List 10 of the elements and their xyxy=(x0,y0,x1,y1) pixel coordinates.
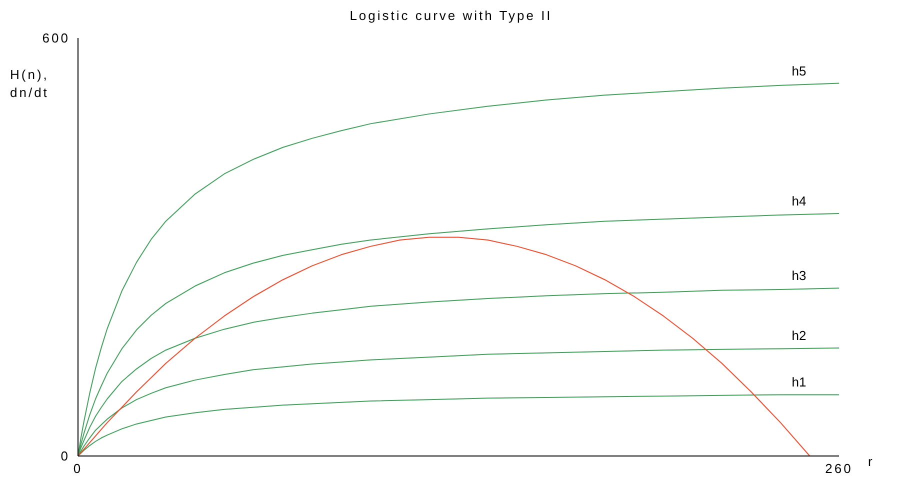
x-tick-label: 260 xyxy=(825,461,853,476)
series-label: h4 xyxy=(792,194,806,209)
series-label: h1 xyxy=(792,374,806,390)
series-label: h5 xyxy=(792,63,806,78)
chart-title: Logistic curve with Type II xyxy=(348,8,554,23)
x-axis-title: r xyxy=(868,454,872,469)
series-label: h2 xyxy=(792,328,806,344)
y-tick-label: 600 xyxy=(42,30,70,46)
y-axis-title: H(n), dn/dt xyxy=(10,66,50,102)
series-label: h3 xyxy=(792,268,806,284)
